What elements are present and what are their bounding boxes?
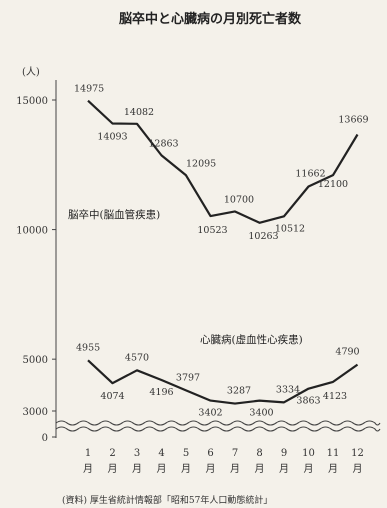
- source-note: (資料) 厚生省統計情報部「昭和57年人口動態統計」: [62, 494, 272, 506]
- series-label-heart-disease: 心臓病(虚血性心疾患): [200, 333, 303, 346]
- y-axis-unit: (人): [22, 66, 40, 78]
- x-tick-label-month: 月: [108, 463, 118, 475]
- data-label: 3287: [227, 386, 251, 397]
- y-axis-break: [55, 420, 381, 432]
- x-tick-label-month: 月: [157, 463, 167, 475]
- data-label: 3334: [276, 384, 300, 395]
- y-tick-label: 15000: [16, 96, 48, 107]
- x-tick-label-month: 月: [181, 463, 191, 475]
- x-tick-label-number: 11: [327, 448, 340, 459]
- data-label: 10523: [197, 225, 227, 236]
- data-label: 4074: [100, 391, 124, 402]
- data-label: 4955: [76, 342, 100, 353]
- data-label: 3400: [249, 408, 273, 419]
- x-tick-label-number: 9: [281, 448, 287, 459]
- data-label: 12863: [148, 138, 178, 149]
- x-tick-label-number: 1: [85, 448, 91, 459]
- x-tick-label-number: 2: [109, 448, 115, 459]
- x-tick-label-month: 月: [279, 463, 289, 475]
- axis-break-wave-lower: [55, 426, 381, 432]
- data-label: 3402: [198, 408, 222, 419]
- data-label: 3797: [176, 372, 200, 383]
- x-tick-label-month: 月: [206, 463, 216, 475]
- x-tick-label-month: 月: [328, 463, 338, 475]
- series-label-stroke: 脳卒中(脳血管疾患): [68, 208, 160, 221]
- data-label: 4570: [125, 352, 149, 363]
- y-axis-ticks: 0 3000 5000 10000 15000: [16, 96, 56, 444]
- x-tick-label-month: 月: [304, 463, 314, 475]
- data-label: 3863: [296, 396, 320, 407]
- data-label: 14093: [97, 132, 127, 143]
- y-tick-label: 5000: [23, 355, 48, 366]
- data-label: 10512: [275, 223, 305, 234]
- y-tick-label: 3000: [23, 407, 48, 418]
- x-tick-label-number: 12: [351, 448, 364, 459]
- series-line-heart-disease: [87, 359, 359, 405]
- data-label: 10263: [248, 231, 278, 242]
- x-tick-label-month: 月: [255, 463, 265, 475]
- chart-title: 脳卒中と心臓病の月別死亡者数: [119, 11, 302, 27]
- x-tick-label-number: 4: [158, 448, 164, 459]
- value-labels: 14975 14093 14082 12863 12095 10523 10700 10263…: [74, 84, 369, 419]
- data-label: 12100: [318, 179, 348, 190]
- x-tick-label-month: 月: [353, 463, 363, 475]
- data-label: 4790: [335, 347, 359, 358]
- data-label: 11662: [295, 169, 325, 180]
- x-tick-label-number: 6: [207, 448, 213, 459]
- x-tick-label-number: 5: [183, 448, 189, 459]
- x-tick-label-month: 月: [230, 463, 240, 475]
- x-axis-month-labels: 1 月 2 月 3 月 4 月 5 月 6 月 7 月 8 月 9 月 10 月 11 月 12 月: [83, 448, 364, 475]
- y-tick-label: 10000: [16, 226, 48, 237]
- x-tick-label-month: 月: [83, 463, 93, 475]
- y-tick-label: 0: [42, 433, 48, 444]
- axis-break-wave-upper: [55, 420, 381, 426]
- x-tick-label-number: 10: [302, 448, 315, 459]
- data-label: 12095: [186, 158, 216, 169]
- x-tick-label-number: 7: [232, 448, 238, 459]
- series-line-stroke: [87, 99, 359, 224]
- x-tick-label-month: 月: [132, 463, 142, 475]
- data-label: 14975: [74, 84, 104, 95]
- data-label: 13669: [338, 114, 368, 125]
- data-label: 4123: [323, 391, 347, 402]
- series-layer: [87, 99, 359, 405]
- x-tick-label-number: 8: [256, 448, 262, 459]
- data-label: 10700: [224, 194, 254, 205]
- data-label: 14082: [124, 107, 154, 118]
- x-tick-label-number: 3: [134, 448, 140, 459]
- data-label: 4196: [149, 387, 173, 398]
